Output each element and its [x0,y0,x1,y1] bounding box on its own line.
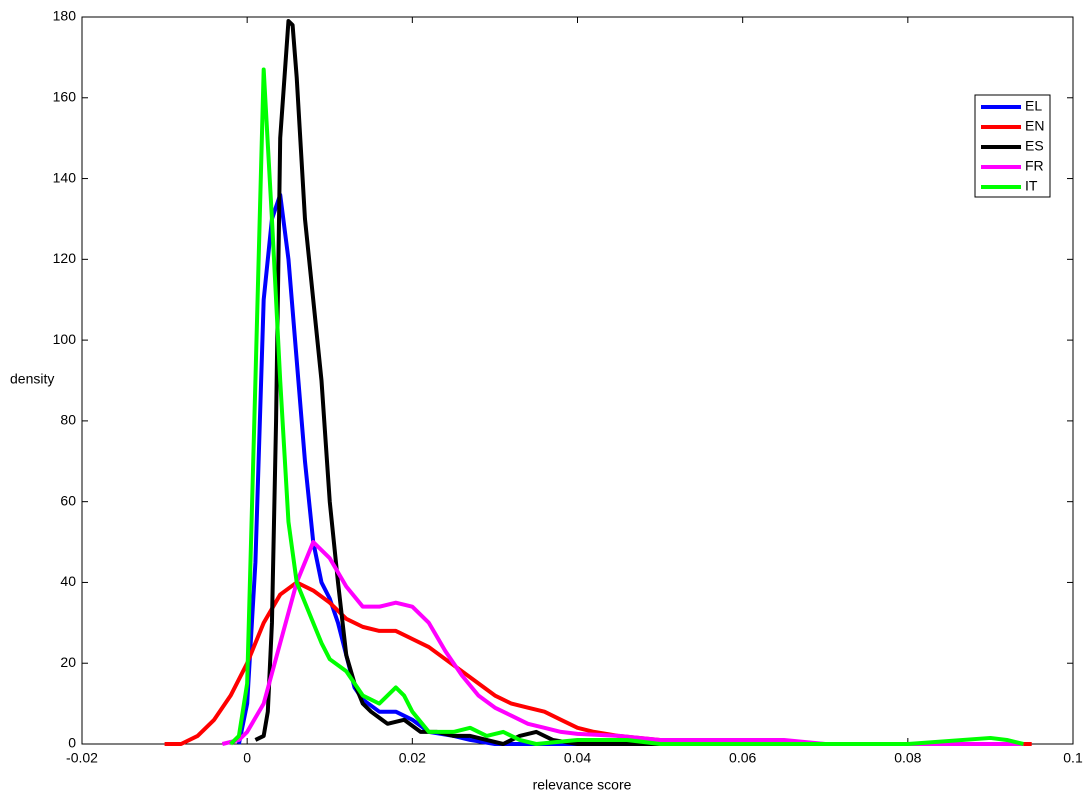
legend-label: EL [1025,98,1042,114]
legend-label: IT [1025,178,1038,194]
x-tick-label: 0.08 [894,750,921,766]
y-tick-label: 140 [53,169,77,185]
x-tick-label: -0.02 [66,750,98,766]
series-line [229,67,1024,746]
y-tick-label: 40 [60,573,76,589]
x-tick-label: 0.04 [564,750,591,766]
y-tick-label: 20 [60,654,76,670]
x-tick-label: 0.06 [729,750,756,766]
y-tick-label: 60 [60,492,76,508]
y-tick-label: 160 [53,88,77,104]
y-tick-label: 180 [53,8,77,24]
x-tick-label: 0.02 [399,750,426,766]
legend-label: EN [1025,118,1044,134]
x-axis-label: relevance score [533,777,632,793]
y-tick-label: 80 [60,412,76,428]
legend-label: FR [1025,158,1044,174]
x-tick-label: 0.1 [1063,750,1083,766]
y-axis-label: density [10,371,54,387]
y-tick-label: 120 [53,250,77,266]
y-tick-label: 0 [68,735,76,751]
y-tick-label: 100 [53,331,77,347]
x-tick-label: 0 [243,750,251,766]
plot-area [81,16,1074,745]
legend-label: ES [1025,138,1044,154]
